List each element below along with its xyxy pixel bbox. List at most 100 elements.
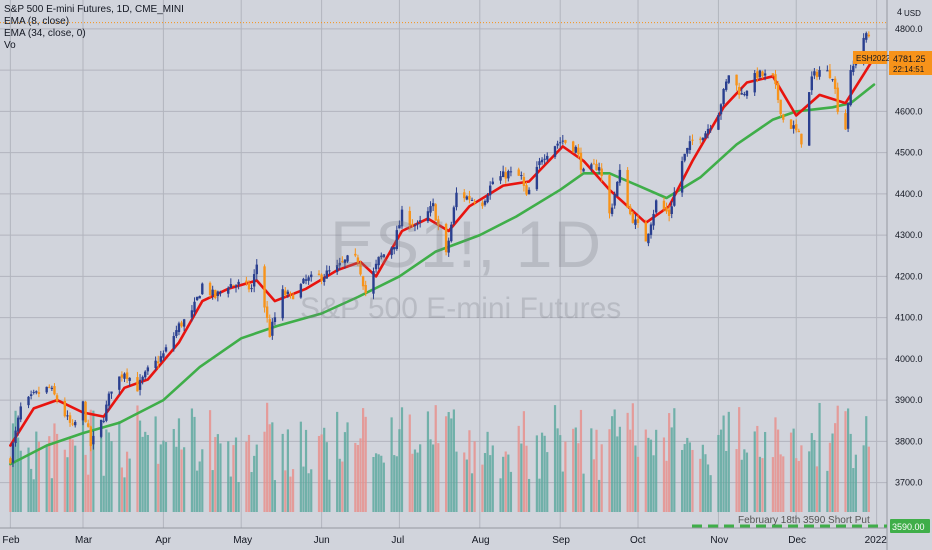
- candle-body: [776, 83, 780, 100]
- candle-body: [758, 70, 762, 78]
- ema-slow-line: [9, 83, 876, 466]
- volume-bar: [579, 409, 583, 512]
- volume-bar: [245, 441, 248, 512]
- volume-bar: [190, 408, 194, 512]
- volume-bar: [286, 429, 289, 512]
- candle-body: [509, 171, 513, 173]
- volume-bar: [727, 411, 730, 512]
- candle-body: [68, 415, 72, 423]
- candle-body: [14, 430, 17, 444]
- candle-body: [488, 185, 492, 196]
- candle-body: [810, 76, 813, 91]
- volume-bar: [380, 455, 383, 512]
- candle-body: [670, 206, 673, 215]
- candle-body: [250, 288, 253, 290]
- volume-bar: [413, 449, 417, 512]
- volume-bar: [491, 445, 494, 512]
- volume-bar: [813, 439, 816, 512]
- volume-bar: [831, 433, 834, 512]
- volume-bar: [162, 440, 165, 512]
- volume-bar: [704, 454, 707, 512]
- candle-body: [634, 219, 637, 225]
- candle-body: [792, 125, 795, 129]
- legend-volume[interactable]: Vo: [4, 40, 16, 51]
- candle-body: [198, 295, 201, 299]
- candle-body: [175, 330, 178, 337]
- volume-bar: [255, 444, 258, 512]
- volume-bar: [629, 429, 632, 512]
- candle-body: [335, 265, 339, 272]
- candle-body: [577, 147, 580, 155]
- candle-body: [144, 371, 147, 378]
- candle-body: [263, 266, 266, 308]
- volume-bar: [211, 470, 214, 512]
- candle-body: [281, 289, 284, 319]
- volume-bar: [504, 451, 507, 512]
- candle-body: [63, 400, 67, 417]
- volume-bar: [50, 478, 53, 512]
- volume-bar: [691, 449, 694, 512]
- candle-body: [219, 291, 222, 294]
- candle-body: [271, 321, 274, 336]
- candle-body: [561, 140, 565, 142]
- volume-bar: [673, 408, 676, 512]
- volume-bar: [138, 420, 142, 512]
- candle-body: [227, 287, 230, 294]
- volume-bar: [779, 454, 782, 512]
- candle-body: [317, 273, 321, 276]
- candle-body: [325, 270, 328, 279]
- volume-bar: [144, 431, 147, 512]
- legend-ema-slow[interactable]: EMA (34, close, 0): [4, 28, 86, 39]
- volume-bar: [390, 417, 393, 512]
- volume-bar: [32, 479, 35, 512]
- volume-bar: [649, 439, 653, 512]
- volume-bar: [662, 437, 666, 512]
- volume-bar: [522, 411, 526, 512]
- candle-body: [338, 262, 341, 266]
- legend-title[interactable]: S&P 500 E-mini Futures, 1D, CME_MINI: [4, 4, 184, 15]
- candle-body: [828, 69, 832, 78]
- last-price-label: 4781.25: [893, 54, 926, 64]
- candle-body: [66, 415, 69, 417]
- candle-body: [452, 207, 456, 224]
- candle-body: [118, 376, 121, 390]
- candle-body: [177, 323, 181, 333]
- volume-bar: [19, 450, 22, 512]
- volume-bar: [92, 410, 95, 512]
- x-tick-label: 2022: [865, 535, 888, 546]
- legend-ema-fast[interactable]: EMA (8, close): [4, 16, 70, 27]
- volume-bar: [647, 437, 650, 512]
- volume-bar: [636, 456, 640, 512]
- volume-bar: [284, 470, 287, 512]
- volume-bar: [416, 452, 419, 512]
- candles: [9, 31, 871, 468]
- x-tick-label: Apr: [155, 535, 171, 546]
- volume-bar: [338, 458, 341, 512]
- candle-body: [455, 192, 458, 208]
- candle-body: [444, 223, 448, 253]
- volume-bar: [771, 457, 774, 512]
- volume-bar: [862, 445, 865, 512]
- volume-bar: [699, 458, 702, 512]
- candle-body: [465, 196, 469, 200]
- volume-bar: [336, 411, 339, 512]
- volume-bar: [328, 479, 331, 512]
- candle-body: [491, 181, 494, 185]
- volume-bar: [9, 460, 12, 512]
- candle-body: [818, 69, 821, 77]
- volume-bar: [411, 453, 414, 512]
- candle-body: [195, 296, 199, 301]
- candle-body: [779, 99, 782, 115]
- candle-body: [595, 163, 598, 171]
- candle-body: [268, 319, 271, 338]
- candle-body: [649, 224, 653, 235]
- volume-bar: [183, 447, 186, 512]
- volume-bar: [304, 429, 308, 512]
- x-tick-label: Nov: [710, 535, 728, 546]
- volume-bar: [253, 455, 256, 512]
- x-tick-label: Oct: [630, 535, 646, 546]
- candle-body: [447, 240, 450, 253]
- volume-bar: [574, 427, 577, 512]
- volume-bar: [668, 413, 671, 512]
